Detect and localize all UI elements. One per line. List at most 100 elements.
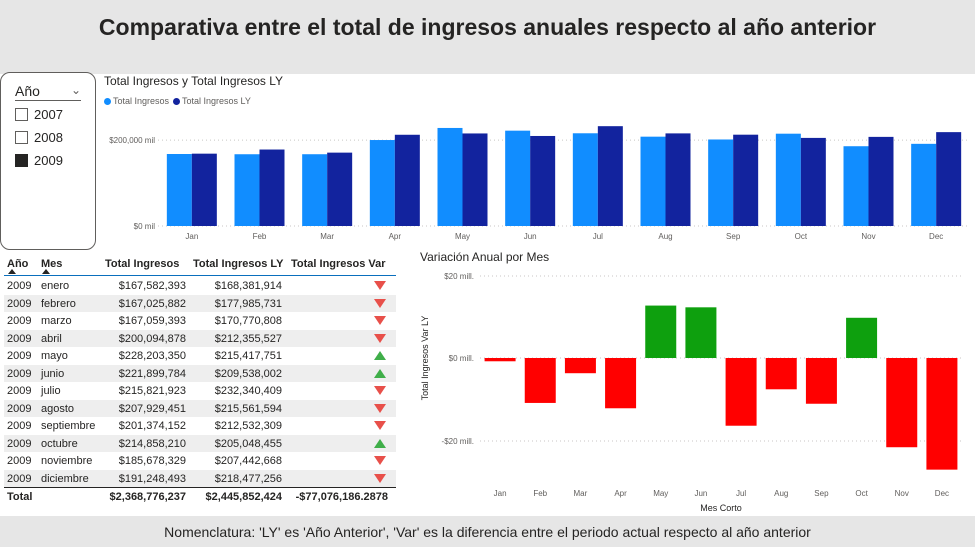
x-tick-label: Jun — [694, 489, 707, 498]
checkbox[interactable] — [15, 107, 28, 121]
x-tick-label: Aug — [658, 232, 672, 241]
table-row: 2009 enero $167,582,393 $168,381,914 — [4, 277, 396, 295]
cell-month: junio — [41, 367, 65, 380]
table-row: 2009 octubre $214,858,210 $205,048,455 — [4, 434, 396, 452]
bar-total-ingresos — [708, 139, 734, 226]
cell-total: $185,678,329 — [118, 455, 186, 467]
header-month[interactable]: Mes — [41, 258, 63, 270]
cell-year: 2009 — [7, 472, 32, 485]
x-tick-label: Jan — [494, 489, 507, 498]
triangle-up-icon — [374, 438, 386, 448]
chevron-down-icon[interactable]: ⌄ — [70, 83, 81, 97]
cell-ly: $205,048,455 — [214, 437, 282, 450]
header-year[interactable]: Año — [7, 258, 29, 270]
triangle-up-icon — [374, 351, 386, 360]
triangle-down-icon — [374, 386, 386, 395]
cell-year: 2009 — [7, 350, 32, 362]
cell-ly: $212,355,527 — [214, 332, 282, 345]
cell-month: agosto — [41, 402, 75, 415]
cell-total: $221,899,784 — [118, 367, 186, 380]
triangle-down-icon — [374, 421, 386, 430]
cell-ly: $215,417,751 — [214, 350, 282, 362]
bar-total-ingresos-ly — [327, 152, 353, 226]
cell-ly: $168,381,914 — [214, 280, 282, 292]
bar-total-ingresos — [302, 154, 328, 226]
checkbox[interactable] — [15, 130, 28, 144]
y-tick-label: -$20 mill. — [442, 437, 474, 446]
table-row: 2009 septiembre $201,374,152 $212,532,309 — [4, 417, 396, 435]
bar-total-ingresos — [234, 154, 260, 226]
variation-bar — [685, 307, 717, 358]
chart-title-variacion: Variación Anual por Mes — [420, 250, 550, 264]
slicer-item-2008[interactable]: 2008 — [15, 128, 63, 146]
bar-total-ingresos — [369, 140, 395, 226]
nomenclature-note: Nomenclatura: 'LY' es 'Año Anterior', 'V… — [164, 524, 811, 540]
header-total[interactable]: Total Ingresos — [105, 258, 180, 270]
triangle-down-icon — [374, 298, 386, 308]
triangle-down-icon — [374, 333, 386, 343]
cell-year: 2009 — [7, 455, 32, 467]
variation-bar — [805, 358, 837, 404]
cell-total: $215,821,923 — [118, 385, 186, 397]
legend-label-current: Total Ingresos — [113, 96, 170, 106]
cell-ly: $177,985,731 — [214, 297, 282, 310]
total-ly-value: $2,445,852,424 — [205, 491, 282, 503]
x-tick-label: Oct — [795, 232, 808, 241]
variacion-bar-chart[interactable]: $20 mill. $0 mill. -$20 mill. Total Ingreso… — [412, 266, 975, 516]
year-slicer[interactable]: Año ⌄ 2007 2008 2009 — [0, 72, 96, 250]
bar-total-ingresos — [572, 133, 598, 226]
table-row: 2009 diciembre $191,248,493 $218,477,256 — [4, 469, 396, 487]
bar-total-ingresos-ly — [665, 133, 691, 226]
x-tick-label: Nov — [861, 232, 875, 241]
header-total-ly[interactable]: Total Ingresos LY — [193, 258, 284, 270]
bar-total-ingresos — [775, 133, 801, 226]
sort-asc-icon — [42, 269, 50, 274]
slicer-label: Año — [15, 83, 40, 99]
variation-bar — [926, 358, 958, 470]
table-row: 2009 abril $200,094,878 $212,355,527 — [4, 329, 396, 347]
slicer-header[interactable]: Año ⌄ — [15, 83, 81, 101]
variation-bar — [765, 358, 797, 390]
x-tick-label: Sep — [814, 489, 829, 498]
x-tick-label: May — [455, 232, 470, 241]
legend-item-current[interactable]: Total Ingresos — [104, 96, 169, 106]
ingresos-bar-chart[interactable]: $0 mil $200,000 mil Jan Feb Mar Apr May Jun Jul A… — [100, 110, 975, 250]
chart-legend: Total Ingresos Total Ingresos LY — [104, 96, 251, 106]
x-tick-label: Mar — [320, 232, 334, 241]
cell-month: octubre — [41, 437, 78, 450]
checkbox[interactable] — [15, 153, 28, 167]
triangle-down-icon — [374, 473, 386, 483]
header-total-var[interactable]: Total Ingresos Var — [291, 258, 386, 270]
table-row: 2009 junio $221,899,784 $209,538,002 — [4, 364, 396, 382]
bar-total-ingresos — [911, 143, 937, 226]
table-row: 2009 marzo $167,059,393 $170,770,808 — [4, 312, 396, 330]
legend-item-ly[interactable]: Total Ingresos LY — [173, 96, 251, 106]
slicer-item-label: 2007 — [34, 106, 63, 122]
slicer-item-2009[interactable]: 2009 — [15, 151, 63, 169]
bar-total-ingresos-ly — [733, 134, 759, 226]
cell-year: 2009 — [7, 332, 32, 345]
table-total-row: Total $2,368,776,237 $2,445,852,424 -$77… — [4, 487, 396, 507]
header-banner: Comparativa entre el total de ingresos a… — [0, 0, 975, 74]
x-tick-label: Oct — [855, 489, 868, 498]
table-row: 2009 noviembre $185,678,329 $207,442,668 — [4, 452, 396, 470]
x-tick-label: Apr — [389, 232, 402, 241]
x-tick-label: Feb — [533, 489, 547, 498]
variation-bar — [725, 358, 757, 426]
x-tick-label: Mar — [574, 489, 588, 498]
cell-month: enero — [41, 280, 70, 292]
bar-total-ingresos-ly — [800, 137, 826, 226]
total-var-value: -$77,076,186.2878 — [295, 491, 388, 503]
variation-bar — [645, 305, 677, 358]
cell-ly: $215,561,594 — [214, 402, 282, 415]
table-row: 2009 mayo $228,203,350 $215,417,751 — [4, 347, 396, 365]
slicer-item-2007[interactable]: 2007 — [15, 105, 63, 123]
x-tick-label: Sep — [726, 232, 741, 241]
table-row: 2009 agosto $207,929,451 $215,561,594 — [4, 399, 396, 417]
triangle-up-icon — [374, 368, 386, 378]
footer-banner: Nomenclatura: 'LY' es 'Año Anterior', 'V… — [0, 516, 975, 547]
cell-month: julio — [41, 385, 61, 397]
triangle-down-icon — [374, 281, 386, 290]
variation-bar — [886, 358, 918, 448]
cell-month: noviembre — [41, 455, 93, 467]
